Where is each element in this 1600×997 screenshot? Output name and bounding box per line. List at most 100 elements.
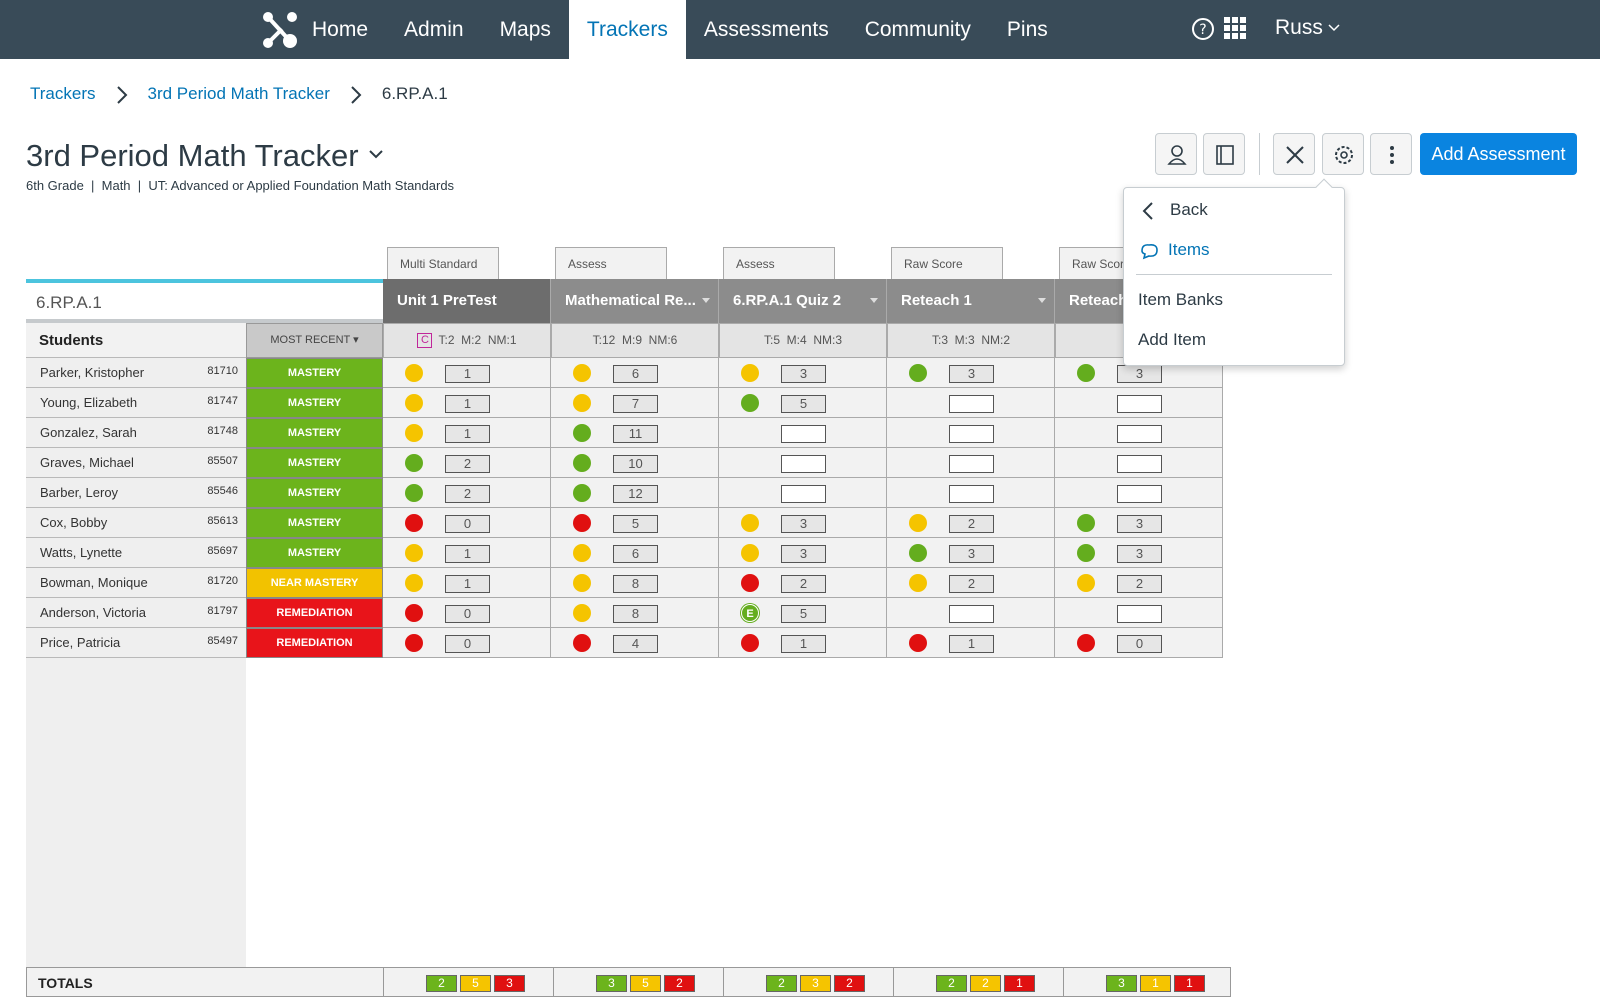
score-box[interactable]: 5 xyxy=(781,395,826,413)
column-tab[interactable]: Assess xyxy=(723,247,835,279)
score-box[interactable]: 3 xyxy=(1117,545,1162,563)
score-box[interactable]: 1 xyxy=(781,635,826,653)
status-badge: REMEDIATION xyxy=(246,628,383,658)
score-box[interactable] xyxy=(1117,605,1162,623)
menu-item[interactable]: Back xyxy=(1170,200,1208,219)
score-box[interactable] xyxy=(1117,455,1162,473)
score-box[interactable]: 5 xyxy=(781,605,826,623)
score-box[interactable]: 6 xyxy=(613,365,658,383)
score-box[interactable]: 11 xyxy=(613,425,658,443)
score-box[interactable] xyxy=(1117,485,1162,503)
score-box[interactable] xyxy=(949,605,994,623)
student-name[interactable]: Parker, Kristopher xyxy=(40,365,145,380)
score-box[interactable]: 2 xyxy=(445,455,490,473)
status-badge: MASTERY xyxy=(246,448,383,478)
menu-item[interactable]: Items xyxy=(1168,240,1210,259)
score-box[interactable] xyxy=(781,455,826,473)
menu-item[interactable]: Add Item xyxy=(1138,330,1207,349)
score-box[interactable]: 3 xyxy=(949,545,994,563)
student-name[interactable]: Gonzalez, Sarah xyxy=(40,425,137,440)
more-button[interactable] xyxy=(1370,133,1412,175)
score-box[interactable]: 7 xyxy=(613,395,658,413)
score-box[interactable] xyxy=(949,455,994,473)
nav-item[interactable]: Admin xyxy=(404,18,464,41)
breadcrumb[interactable]: 3rd Period Math Tracker xyxy=(147,84,330,103)
tools-button[interactable] xyxy=(1273,133,1315,175)
score-box[interactable]: 5 xyxy=(613,515,658,533)
student-name[interactable]: Anderson, Victoria xyxy=(40,605,146,620)
sort-header[interactable]: MOST RECENT ▾ xyxy=(246,323,383,358)
student-name[interactable]: Price, Patricia xyxy=(40,635,121,650)
score-box[interactable] xyxy=(949,395,994,413)
score-box[interactable]: 1 xyxy=(445,425,490,443)
score-box[interactable]: 0 xyxy=(445,515,490,533)
settings-button[interactable] xyxy=(1322,133,1364,175)
score-box[interactable]: 4 xyxy=(613,635,658,653)
nav-item[interactable]: Trackers xyxy=(568,0,686,59)
status-dot xyxy=(741,394,759,412)
user-name[interactable]: Russ xyxy=(1275,16,1323,39)
column-header[interactable]: Unit 1 PreTest xyxy=(383,279,551,323)
student-name[interactable]: Bowman, Monique xyxy=(40,575,148,590)
score-box[interactable]: 2 xyxy=(949,515,994,533)
score-box[interactable] xyxy=(949,485,994,503)
column-header[interactable]: Mathematical Re... xyxy=(551,279,719,323)
score-box[interactable] xyxy=(781,425,826,443)
stats-text: T:2 M:2 NM:1 xyxy=(438,333,517,347)
add-assessment-button[interactable]: Add Assessment xyxy=(1420,133,1577,175)
column-header[interactable]: Reteach 1 xyxy=(887,279,1055,323)
help-icon[interactable]: ? xyxy=(1191,17,1215,41)
student-name[interactable]: Cox, Bobby xyxy=(40,515,108,530)
score-box[interactable]: 1 xyxy=(445,575,490,593)
score-box[interactable] xyxy=(781,485,826,503)
menu-item[interactable]: Item Banks xyxy=(1138,290,1224,309)
score-box[interactable]: 3 xyxy=(781,545,826,563)
score-box[interactable]: 2 xyxy=(445,485,490,503)
column-header[interactable]: 6.RP.A.1 Quiz 2 xyxy=(719,279,887,323)
score-box[interactable]: 1 xyxy=(445,365,490,383)
title-caret[interactable] xyxy=(368,148,384,160)
score-box[interactable]: 0 xyxy=(445,605,490,623)
score-box[interactable]: 6 xyxy=(613,545,658,563)
score-box[interactable]: 3 xyxy=(781,365,826,383)
score-box[interactable]: 3 xyxy=(1117,515,1162,533)
breadcrumb[interactable]: Trackers xyxy=(30,84,96,103)
score-box[interactable]: 0 xyxy=(445,635,490,653)
nav-item[interactable]: Assessments xyxy=(703,18,829,41)
score-box[interactable]: 10 xyxy=(613,455,658,473)
nav-item[interactable]: Pins xyxy=(1006,18,1048,41)
score-box[interactable]: 8 xyxy=(613,575,658,593)
student-name[interactable]: Graves, Michael xyxy=(40,455,134,470)
score-box[interactable]: 2 xyxy=(949,575,994,593)
score-box[interactable] xyxy=(1117,425,1162,443)
score-box[interactable]: 12 xyxy=(613,485,658,503)
score-box[interactable]: 3 xyxy=(781,515,826,533)
score-box[interactable]: 1 xyxy=(445,545,490,563)
score-box[interactable]: 2 xyxy=(1117,575,1162,593)
score-box[interactable]: 3 xyxy=(1117,365,1162,383)
score-box[interactable] xyxy=(949,425,994,443)
student-name[interactable]: Young, Elizabeth xyxy=(40,395,138,410)
nav-item[interactable]: Maps xyxy=(499,18,551,41)
nav-item[interactable]: Home xyxy=(312,18,369,41)
standard-header: 6.RP.A.1 xyxy=(26,279,383,323)
score-box[interactable]: 1 xyxy=(445,395,490,413)
score-box[interactable]: 0 xyxy=(1117,635,1162,653)
score-box[interactable]: 1 xyxy=(949,635,994,653)
score-box[interactable]: 2 xyxy=(781,575,826,593)
column-tab[interactable]: Assess xyxy=(555,247,667,279)
student-name[interactable]: Watts, Lynette xyxy=(40,545,123,560)
score-box[interactable] xyxy=(1117,395,1162,413)
score-box[interactable]: 8 xyxy=(613,605,658,623)
column-tab[interactable]: Multi Standard xyxy=(387,247,499,279)
nav-item[interactable]: Community xyxy=(864,18,971,41)
gradebook-button[interactable] xyxy=(1203,133,1245,175)
students-button[interactable] xyxy=(1155,133,1197,175)
page-subtitle: 6th Grade | Math | UT: Advanced or Appli… xyxy=(26,178,455,193)
status-dot xyxy=(573,514,591,532)
column-tab[interactable]: Raw Score xyxy=(891,247,1003,279)
apps-icon[interactable] xyxy=(1224,17,1248,41)
student-row xyxy=(26,568,246,598)
student-name[interactable]: Barber, Leroy xyxy=(40,485,119,500)
score-box[interactable]: 3 xyxy=(949,365,994,383)
